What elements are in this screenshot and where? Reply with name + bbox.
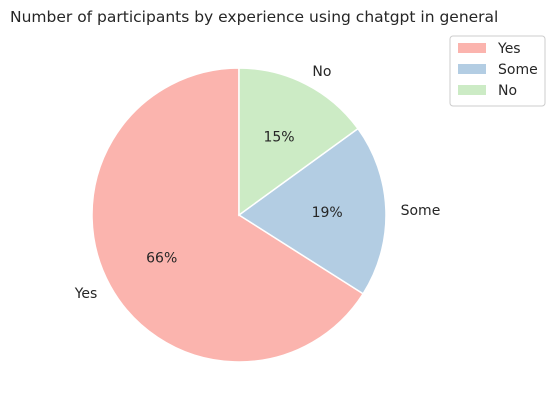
- pie-slice-some: [237, 127, 387, 295]
- slice-category-label-some: Some: [401, 203, 441, 219]
- legend: Yes Some No: [449, 35, 546, 107]
- legend-label-no: No: [498, 83, 517, 99]
- pie-slice-yes: [91, 67, 365, 363]
- legend-swatch-no: [458, 85, 486, 95]
- slice-category-label-yes: Yes: [74, 286, 98, 302]
- legend-swatch-some: [458, 64, 486, 74]
- pie-slice-no: [238, 67, 359, 217]
- legend-label-some: Some: [498, 62, 538, 78]
- legend-label-yes: Yes: [497, 41, 521, 57]
- slice-percent-label-yes: 66%: [146, 250, 177, 266]
- slice-category-label-no: No: [312, 64, 331, 80]
- pie-labels: Yes 66% Some 19% No 15%: [74, 64, 441, 302]
- chart-title: Number of participants by experience usi…: [10, 8, 498, 26]
- pie-slices: [91, 67, 387, 363]
- slice-percent-label-no: 15%: [263, 129, 294, 145]
- legend-swatch-yes: [458, 43, 486, 53]
- slice-percent-label-some: 19%: [312, 205, 343, 221]
